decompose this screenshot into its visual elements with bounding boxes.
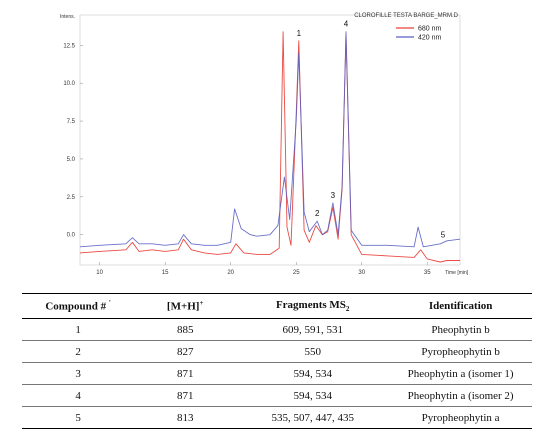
header-fragments: Fragments MS2: [236, 292, 390, 320]
cell-fragments: 535, 507, 447, 435: [236, 406, 390, 429]
y-tick-label: 0.0: [67, 233, 76, 239]
cell-fragments: 609, 591, 531: [236, 318, 390, 342]
cell-fragments: 550: [236, 340, 390, 364]
table-header-row: Compound # ' [M+H]+ Fragments MS2 Identi…: [22, 292, 532, 320]
table-row: 2 827 550 Pyropheophytin b: [22, 340, 532, 364]
cell-identification: Pheophytin a (isomer 1): [389, 362, 532, 386]
peak-label-4: 4: [344, 20, 349, 29]
header-compound-text: Compound #: [45, 300, 107, 313]
table-row: 4 871 594, 534 Pheophytin a (isomer 2): [22, 384, 532, 408]
cell-fragments: 594, 534: [236, 384, 390, 408]
header-compound: Compound # ': [22, 292, 135, 320]
compound-table-wrapper: Compound # ' [M+H]+ Fragments MS2 Identi…: [22, 292, 532, 429]
x-axis-label: Time [min]: [445, 270, 469, 276]
chart-title: CLOROFILLE TESTA BARGE_MRM.D: [354, 13, 458, 19]
cell-identification: Pheophytin b: [389, 318, 532, 342]
cell-compound: 2: [22, 340, 135, 364]
y-tick-label: 7.5: [67, 119, 76, 125]
x-tick-label: 35: [424, 270, 431, 276]
compound-table: Compound # ' [M+H]+ Fragments MS2 Identi…: [22, 292, 532, 429]
x-tick-label: 10: [96, 270, 103, 276]
cell-identification: Pyropheophytin b: [389, 340, 532, 364]
table-row: 1 885 609, 591, 531 Pheophytin b: [22, 318, 532, 342]
peak-label-5: 5: [441, 230, 446, 239]
cell-mh: 871: [134, 362, 237, 386]
y-tick-label: 5.0: [67, 157, 76, 163]
table-row: 3 871 594, 534 Pheophytin a (isomer 1): [22, 362, 532, 386]
cell-mh: 871: [134, 384, 237, 408]
series-line-680-nm: [79, 31, 460, 263]
y-tick-label: 12.5: [63, 43, 75, 49]
header-mh: [M+H]+: [134, 292, 237, 320]
legend: 680 nm 420 nm: [396, 26, 442, 42]
cell-compound: 5: [22, 406, 135, 429]
legend-label-680: 680 nm: [418, 26, 442, 33]
header-compound-mark: ': [108, 299, 111, 308]
cell-identification: Pheophytin a (isomer 2): [389, 384, 532, 408]
peak-label-1: 1: [297, 29, 302, 38]
y-tick-label: 10.0: [63, 81, 75, 87]
x-tick-label: 20: [227, 270, 234, 276]
chromatogram-chart: Intens. Time [min] CLOROFILLE TESTA BARG…: [60, 13, 469, 276]
cell-compound: 1: [22, 318, 135, 342]
header-fragments-text: Fragments MS: [275, 299, 346, 311]
table-row: 5 813 535, 507, 447, 435 Pyropheophytin …: [22, 406, 532, 429]
header-identification: Identification: [389, 292, 532, 320]
cell-fragments: 594, 534: [236, 362, 390, 386]
cell-mh: 885: [134, 318, 237, 342]
peak-label-3: 3: [331, 191, 336, 200]
header-mh-text: [M+H]: [166, 300, 200, 313]
cell-mh: 827: [134, 340, 237, 364]
series-line-420-nm: [79, 31, 461, 248]
cell-identification: Pyropheophytin a: [389, 406, 532, 429]
y-axis-label: Intens.: [60, 14, 75, 20]
cell-compound: 4: [22, 384, 135, 408]
x-tick-label: 25: [293, 270, 300, 276]
header-mh-sup: +: [199, 299, 204, 308]
x-tick-label: 15: [162, 270, 169, 276]
cell-compound: 3: [22, 362, 135, 386]
y-tick-label: 2.5: [67, 195, 76, 201]
legend-label-420: 420 nm: [418, 35, 442, 42]
peak-label-2: 2: [315, 209, 320, 218]
header-identification-text: Identification: [428, 300, 493, 313]
plot-frame: [79, 14, 461, 266]
x-tick-label: 30: [358, 270, 365, 276]
cell-mh: 813: [134, 406, 237, 429]
header-fragments-sub: 2: [345, 305, 350, 314]
